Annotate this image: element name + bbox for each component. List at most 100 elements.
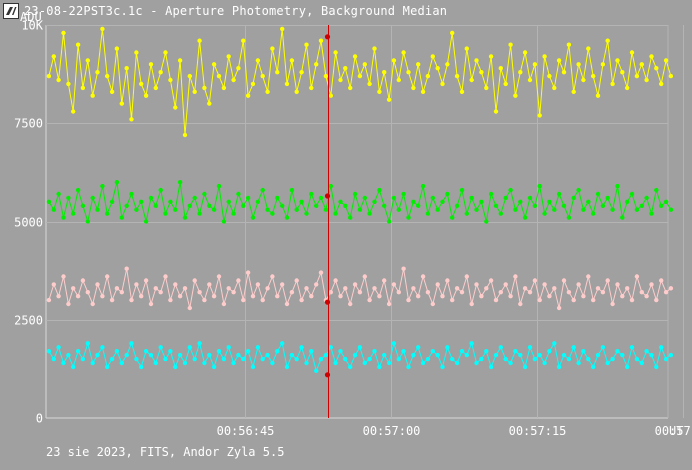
data-point [357, 290, 363, 295]
data-point [114, 180, 120, 185]
data-point [56, 345, 61, 350]
telescope-icon [3, 3, 19, 19]
data-point [143, 349, 149, 354]
data-point [634, 274, 640, 279]
data-point [552, 207, 557, 212]
data-point [552, 85, 557, 91]
data-point [479, 356, 484, 362]
data-point [139, 294, 144, 299]
data-point [309, 294, 314, 299]
data-point [396, 356, 401, 362]
data-point [105, 364, 110, 370]
data-point [75, 42, 81, 47]
data-point [318, 356, 324, 362]
data-point [299, 345, 304, 350]
x-tick-label: 00:57:00 [363, 424, 421, 438]
data-point [595, 352, 601, 358]
data-point [182, 132, 188, 138]
data-point [668, 73, 674, 79]
data-point [454, 286, 460, 291]
data-point [518, 199, 523, 204]
data-point [309, 349, 314, 354]
data-point [484, 286, 489, 291]
data-point [586, 46, 591, 51]
data-point [508, 42, 513, 47]
data-point [454, 73, 460, 79]
data-point [430, 301, 435, 307]
data-point [202, 297, 207, 303]
data-point [644, 195, 649, 201]
data-point [105, 73, 110, 79]
data-point [581, 77, 586, 83]
data-point [518, 352, 523, 358]
data-point [416, 294, 421, 299]
data-point [148, 195, 154, 201]
data-point [537, 183, 542, 189]
data-point [382, 203, 387, 208]
data-point [61, 215, 66, 220]
data-point [207, 101, 212, 106]
data-point [372, 349, 377, 354]
data-point [338, 294, 343, 299]
data-point [615, 282, 620, 287]
data-point [231, 211, 236, 216]
data-point [527, 290, 533, 295]
axis-labels: 0 2500 5000 7500 10K 00:56:45 00:57:00 00:57:15… [14, 10, 692, 438]
data-point [591, 364, 596, 370]
data-point [610, 301, 615, 307]
data-point [100, 345, 105, 350]
data-point [182, 360, 188, 366]
data-point [202, 191, 207, 197]
data-point [119, 101, 125, 106]
data-point [245, 270, 251, 275]
data-point [498, 345, 503, 350]
data-point [289, 187, 295, 193]
data-point [95, 282, 100, 287]
data-point [600, 345, 606, 350]
data-point [503, 356, 508, 362]
data-point [391, 195, 397, 201]
data-point [610, 356, 615, 362]
series-3 [46, 341, 674, 373]
photometry-chart[interactable]: 0 2500 5000 7500 10K 00:56:45 00:57:00 00:57:15… [0, 0, 692, 440]
data-point [668, 352, 674, 358]
data-point [581, 294, 586, 299]
data-point [576, 187, 581, 193]
series-2 [46, 266, 674, 311]
data-point [202, 360, 207, 366]
data-point [527, 345, 533, 350]
data-point [80, 203, 86, 208]
series-1 [46, 180, 674, 224]
data-point [377, 89, 382, 95]
data-point [362, 62, 367, 67]
data-point [187, 345, 192, 350]
data-point [66, 301, 71, 307]
data-point [386, 97, 392, 102]
data-point [556, 191, 562, 197]
data-point [241, 38, 246, 43]
data-point [328, 345, 333, 350]
data-point [216, 274, 222, 279]
data-point [260, 73, 265, 79]
data-point [314, 62, 319, 67]
data-point [139, 81, 144, 87]
data-point [66, 195, 71, 201]
data-point [352, 54, 358, 59]
data-point [445, 62, 450, 67]
data-point [90, 195, 95, 201]
data-point [85, 58, 91, 63]
data-point [245, 195, 251, 201]
data-point [275, 195, 280, 201]
footer-info: 23 sie 2023, FITS, Andor Zyla 5.5 [46, 445, 285, 459]
data-point [488, 191, 494, 197]
data-point [95, 207, 100, 212]
data-point [411, 286, 416, 291]
data-point [163, 50, 168, 55]
data-point [547, 349, 552, 354]
data-point [372, 46, 377, 51]
data-point [547, 199, 552, 204]
time-cursor[interactable] [324, 25, 331, 418]
data-point [260, 356, 265, 362]
data-point [85, 290, 91, 295]
data-point [197, 38, 202, 43]
